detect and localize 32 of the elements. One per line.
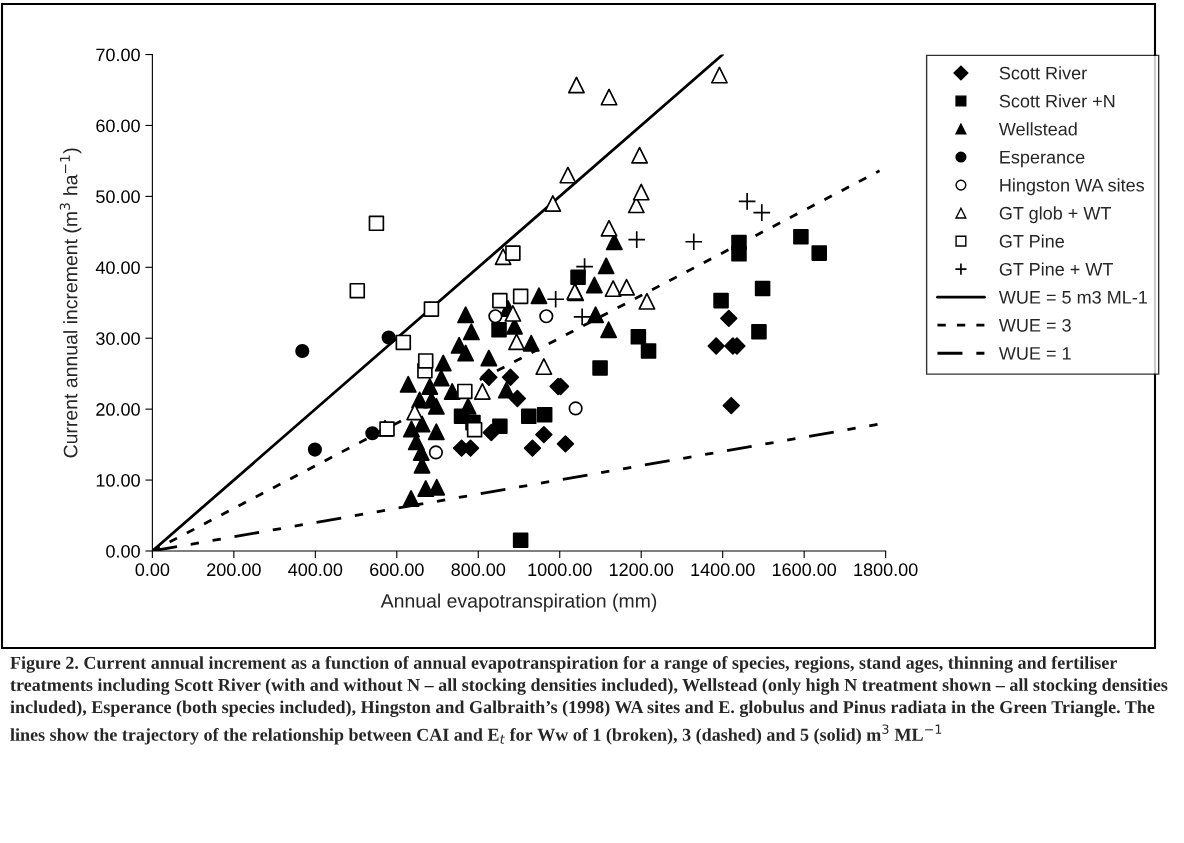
x-tick-label: 600.00 [370,563,424,577]
y-tick-label: 60.00 [96,119,140,133]
legend-label: Esperance [1000,150,1085,168]
x-tick-label: 1400.00 [691,563,755,577]
legend-label: WUE = 1 [998,347,1071,360]
y-tick-label: 20.00 [96,403,140,416]
y-tick-label: 50.00 [96,190,140,204]
x-tick-label: 200.00 [207,563,261,577]
x-tick-label: 400.00 [288,563,343,577]
x-tick-label: 1200.00 [609,563,674,577]
legend-label: Scott River [999,66,1087,80]
x-tick-label: 1800.00 [854,563,918,577]
legend-label: GT glob + WT [999,206,1111,224]
legend-label: GT Pine + WT [999,262,1113,276]
legend-label: WUE = 5 m3 ML-1 [998,290,1147,304]
x-tick-label: 1600.00 [772,563,837,577]
x-axis-title: Annual evapotranspiration (mm) [380,593,657,612]
legend-label: GT Pine [999,234,1064,248]
y-tick-label: 30.00 [96,332,140,345]
x-tick-label: 800.00 [451,563,506,577]
x-tick-label: 1000.00 [528,563,592,577]
y-tick-label: 0.00 [106,544,140,558]
legend-label: Scott River +N [999,94,1115,108]
text: Figure 2. Current annual increment as a function of annual evapotranspiration for a range of species, regions, stand ages, thinning and fertiliser treatments including Scott River (with and without N – all stocking densities included), Wellstead (only high N treatment shown – all stocking densities included), Esperance (both species included), Hingston and Galbraith’s (1998) WA sites and E. globulus and Pinus radiata in the Green Triangle. The lines show the trajectory of the relationship between CAI and E$_{t}$ for Ww of 1 (broken), 3 (dashed) and 5 (solid) m$^{3}$ ML$^{−1}$ [10,656,1168,745]
legend-label: Hingston WA sites [1000,178,1145,196]
legend-label: Wellstead [998,122,1077,136]
x-tick-label: 0.00 [135,563,170,577]
legend-label: WUE = 3 [998,318,1071,332]
y-tick-label: 10.00 [96,474,140,487]
y-tick-label: 40.00 [95,261,140,275]
y-axis-title: Current annual increment (m$^{3}$ ha$^{−1}$) [59,148,82,458]
y-tick-label: 70.00 [96,48,140,62]
